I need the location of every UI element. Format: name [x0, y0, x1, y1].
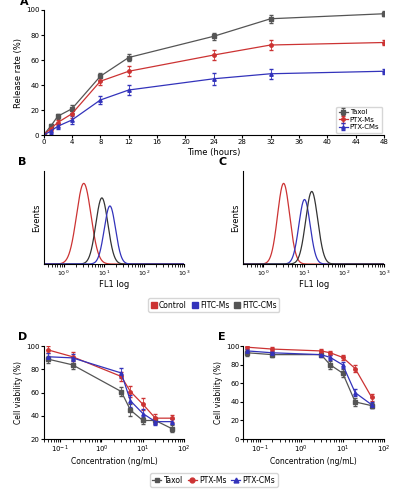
Text: C: C: [218, 156, 226, 166]
X-axis label: Time (hours): Time (hours): [187, 148, 240, 157]
X-axis label: Concentration (ng/mL): Concentration (ng/mL): [70, 458, 157, 466]
Legend: Taxol, PTX-Ms, PTX-CMs: Taxol, PTX-Ms, PTX-CMs: [337, 106, 382, 133]
Text: B: B: [18, 156, 27, 166]
X-axis label: Concentration (ng/mL): Concentration (ng/mL): [270, 458, 357, 466]
Y-axis label: Cell viability (%): Cell viability (%): [214, 361, 223, 424]
Text: D: D: [18, 332, 27, 342]
Text: A: A: [20, 0, 29, 8]
Y-axis label: Cell viability (%): Cell viability (%): [14, 361, 23, 424]
Y-axis label: Events: Events: [232, 204, 241, 232]
X-axis label: FL1 log: FL1 log: [299, 280, 329, 289]
Y-axis label: Release rate (%): Release rate (%): [14, 38, 23, 108]
Legend: Taxol, PTX-Ms, PTX-CMs: Taxol, PTX-Ms, PTX-CMs: [150, 474, 278, 487]
X-axis label: FL1 log: FL1 log: [99, 280, 129, 289]
Y-axis label: Events: Events: [32, 204, 41, 232]
Legend: Control, FITC-Ms, FITC-CMs: Control, FITC-Ms, FITC-CMs: [148, 298, 279, 312]
Text: E: E: [218, 332, 226, 342]
